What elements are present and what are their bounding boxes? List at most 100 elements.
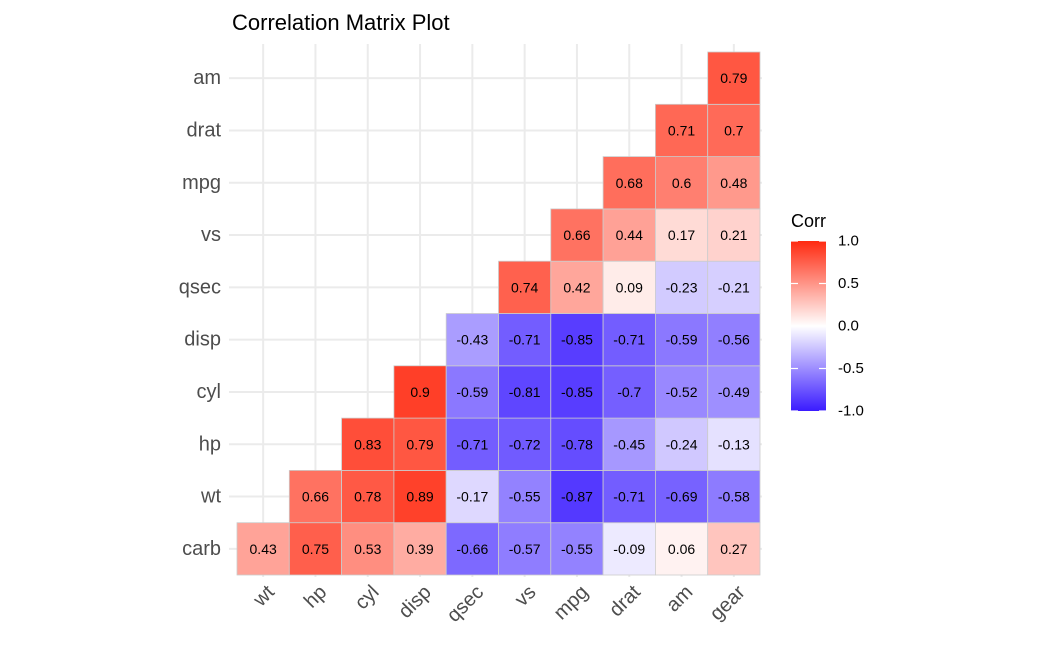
heatmap-cell-cyl-carb — [341, 522, 395, 576]
heatmap-cell-gear-cyl — [707, 365, 761, 419]
cell-label-am-cyl: -0.52 — [666, 384, 698, 400]
cell-label-drat-vs: 0.44 — [616, 227, 643, 243]
heatmap-cell-gear-vs — [707, 208, 761, 262]
cell-label-drat-wt: -0.71 — [613, 489, 645, 505]
cell-label-disp-hp: 0.79 — [406, 436, 433, 452]
legend-title: Corr — [791, 211, 826, 231]
cell-label-drat-cyl: -0.7 — [617, 384, 641, 400]
heatmap-cell-am-wt — [655, 469, 709, 524]
heatmap-cell-am-carb — [655, 522, 709, 576]
cell-label-am-wt: -0.69 — [666, 489, 698, 505]
heatmap-cell-drat-qsec — [602, 260, 656, 314]
color-legend: Corr 1.0 0.5 0.0 -0.5 -1.0 — [791, 211, 864, 420]
cell-label-vs-disp: -0.71 — [509, 332, 541, 348]
heatmap-cell-drat-carb — [602, 522, 656, 576]
cell-label-drat-qsec: 0.09 — [616, 279, 643, 295]
heatmap-cell-gear-wt — [707, 469, 761, 524]
heatmap-cell-am-hp — [655, 417, 709, 471]
cell-label-vs-wt: -0.55 — [509, 489, 541, 505]
cell-label-cyl-hp: 0.83 — [354, 436, 381, 452]
heatmap-cell-wt-carb — [236, 522, 290, 576]
heatmap-cell-hp-wt — [288, 469, 342, 524]
cell-label-am-carb: 0.06 — [668, 541, 695, 557]
heatmap-cell-am-cyl — [655, 365, 709, 419]
cell-label-hp-wt: 0.66 — [302, 489, 329, 505]
legend-tick-label-4: -1.0 — [838, 403, 864, 420]
cell-label-disp-carb: 0.39 — [406, 541, 433, 557]
cell-label-drat-hp: -0.45 — [613, 436, 645, 452]
heatmap-cell-gear-disp — [707, 313, 761, 367]
cell-label-cyl-wt: 0.78 — [354, 489, 381, 505]
heatmap-cell-mpg-cyl — [550, 365, 604, 419]
cell-label-gear-cyl: -0.49 — [718, 384, 750, 400]
x-axis-ticks: wt hp cyl disp qsec vs mpg drat am gear — [249, 581, 750, 627]
cell-label-qsec-wt: -0.17 — [456, 489, 488, 505]
heatmap-cell-vs-carb — [498, 522, 552, 576]
heatmap-cell-gear-qsec — [707, 260, 761, 314]
heatmap-cell-gear-drat — [707, 103, 761, 158]
heatmap-cell-hp-carb — [288, 522, 342, 576]
y-tick-wt: wt — [200, 486, 221, 508]
heatmap-cell-gear-mpg — [707, 156, 761, 210]
cell-label-cyl-carb: 0.53 — [354, 541, 381, 557]
heatmap-cell-drat-cyl — [602, 365, 656, 419]
y-tick-vs: vs — [201, 224, 221, 246]
cell-label-am-vs: 0.17 — [668, 227, 695, 243]
cell-label-qsec-hp: -0.71 — [456, 436, 488, 452]
heatmap-cells — [236, 51, 761, 576]
x-tick-gear: gear — [706, 581, 750, 625]
cell-label-mpg-wt: -0.87 — [561, 489, 593, 505]
cell-label-gear-drat: 0.7 — [724, 122, 744, 138]
cell-label-am-mpg: 0.6 — [672, 175, 692, 191]
heatmap-cell-disp-wt — [393, 469, 447, 524]
heatmap-cell-drat-vs — [602, 208, 656, 262]
heatmap-cell-cyl-wt — [341, 469, 395, 524]
cell-label-mpg-qsec: 0.42 — [563, 279, 590, 295]
x-tick-mpg: mpg — [550, 581, 593, 624]
x-tick-am: am — [662, 581, 697, 616]
chart-title: Correlation Matrix Plot — [232, 10, 450, 35]
y-tick-disp: disp — [184, 329, 221, 351]
y-tick-qsec: qsec — [179, 276, 221, 298]
cell-label-qsec-carb: -0.66 — [456, 541, 488, 557]
y-tick-carb: carb — [182, 538, 221, 560]
x-tick-drat: drat — [605, 581, 645, 621]
cell-label-mpg-cyl: -0.85 — [561, 384, 593, 400]
heatmap-cell-qsec-wt — [445, 469, 499, 524]
cell-label-mpg-disp: -0.85 — [561, 332, 593, 348]
heatmap-cell-am-drat — [655, 103, 709, 158]
cell-label-drat-mpg: 0.68 — [616, 175, 643, 191]
heatmap-cell-gear-am — [707, 51, 761, 105]
cell-label-vs-cyl: -0.81 — [509, 384, 541, 400]
heatmap-cell-cyl-hp — [341, 417, 395, 471]
heatmap-cell-gear-hp — [707, 417, 761, 471]
cell-label-gear-mpg: 0.48 — [720, 175, 747, 191]
heatmap-cell-mpg-disp — [550, 313, 604, 367]
heatmap-cell-mpg-qsec — [550, 260, 604, 314]
cell-label-disp-wt: 0.89 — [406, 489, 433, 505]
cell-label-gear-vs: 0.21 — [720, 227, 747, 243]
x-tick-hp: hp — [300, 581, 331, 612]
cell-label-qsec-cyl: -0.59 — [456, 384, 488, 400]
cell-label-mpg-hp: -0.78 — [561, 436, 593, 452]
heatmap-cell-am-mpg — [655, 156, 709, 210]
cell-label-am-qsec: -0.23 — [666, 279, 698, 295]
cell-label-mpg-carb: -0.55 — [561, 541, 593, 557]
y-tick-drat: drat — [187, 119, 222, 141]
heatmap-cell-qsec-hp — [445, 417, 499, 471]
heatmap-cell-disp-hp — [393, 417, 447, 471]
cell-label-gear-qsec: -0.21 — [718, 279, 750, 295]
heatmap-cell-mpg-wt — [550, 469, 604, 524]
y-tick-am: am — [193, 67, 221, 89]
y-tick-cyl: cyl — [197, 381, 221, 403]
cell-label-gear-hp: -0.13 — [718, 436, 750, 452]
legend-tick-label-3: -0.5 — [838, 360, 864, 377]
heatmap-cell-drat-wt — [602, 469, 656, 524]
cell-label-gear-carb: 0.27 — [720, 541, 747, 557]
cell-label-qsec-disp: -0.43 — [456, 332, 488, 348]
cell-label-vs-qsec: 0.74 — [511, 279, 538, 295]
cell-label-drat-disp: -0.71 — [613, 332, 645, 348]
cell-label-wt-carb: 0.43 — [250, 541, 277, 557]
legend-tick-label-1: 0.5 — [838, 275, 859, 292]
